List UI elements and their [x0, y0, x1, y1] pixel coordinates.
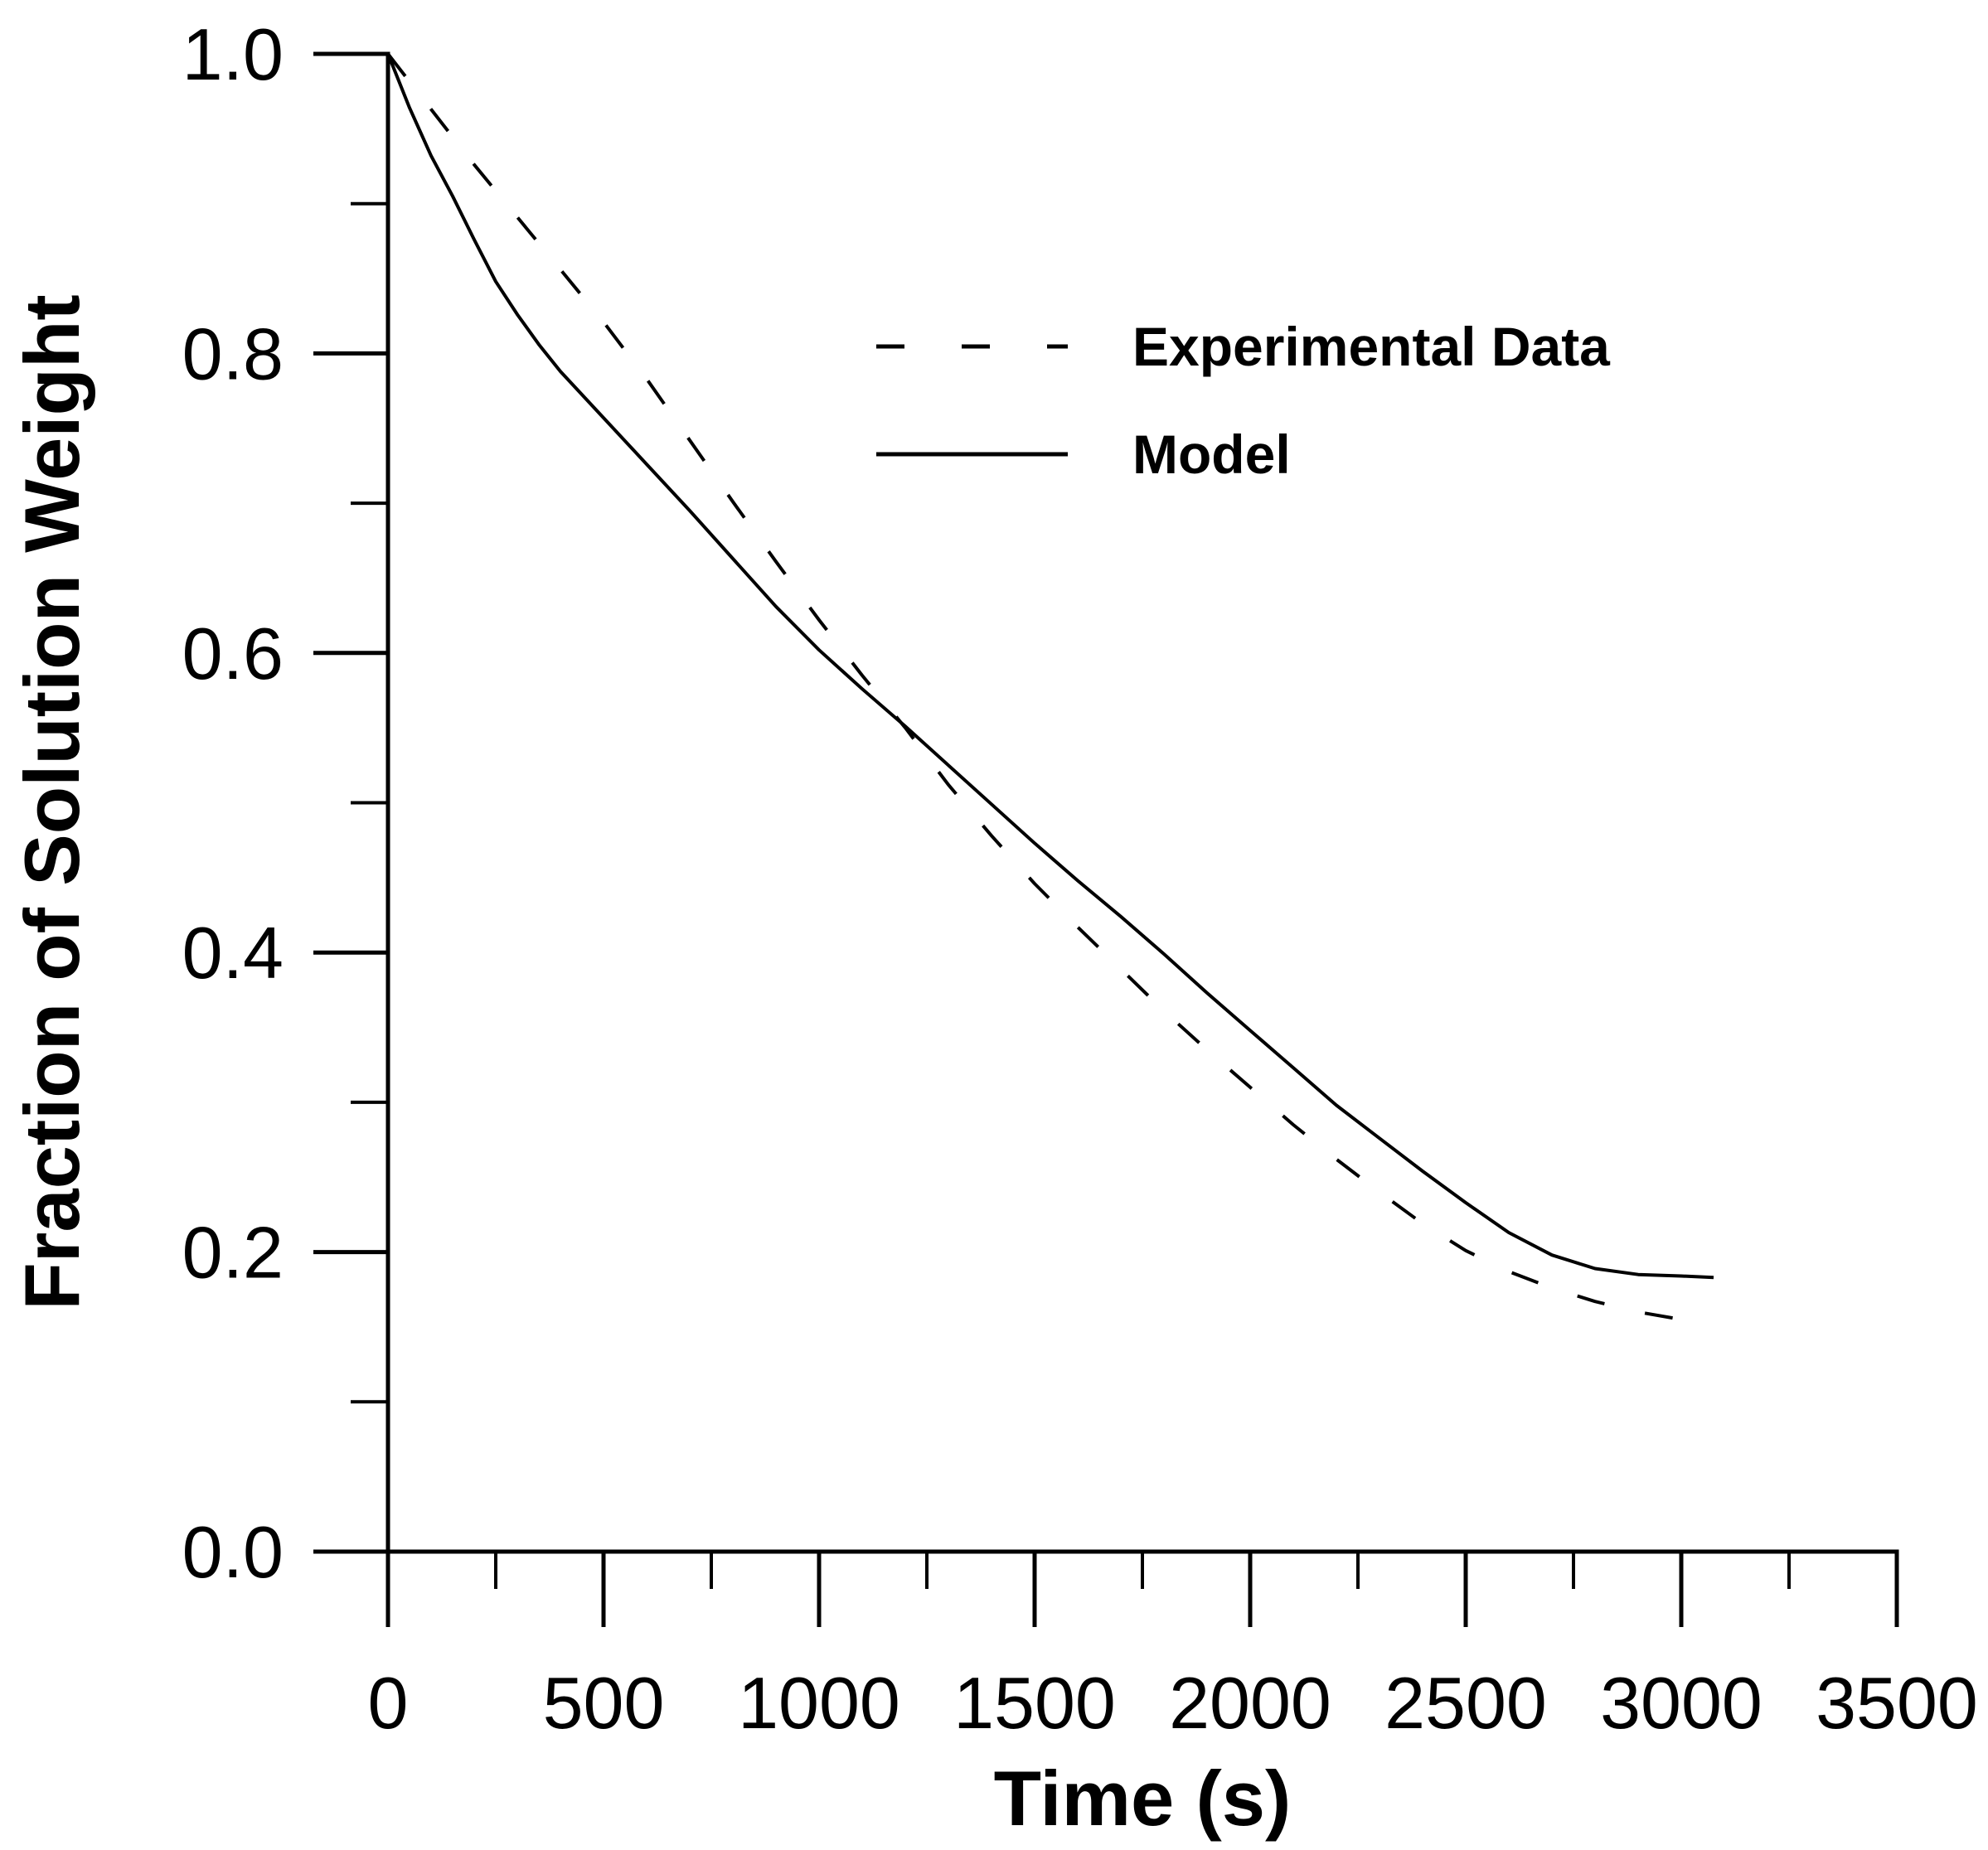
legend-label-model: Model — [1132, 424, 1291, 485]
y-tick-label: 0.0 — [182, 1511, 284, 1593]
x-tick-label: 3500 — [1816, 1662, 1978, 1744]
x-axis-title: Time (s) — [994, 1755, 1292, 1842]
x-tick-label: 2500 — [1384, 1662, 1547, 1744]
y-axis-title: Fraction of Solution Weight — [8, 294, 95, 1310]
y-tick-label: 1.0 — [182, 13, 284, 95]
x-tick-labels: 0 500 1000 1500 2000 2500 3000 3500 — [368, 1662, 1978, 1744]
x-tick-label: 3000 — [1600, 1662, 1763, 1744]
x-tick-label: 1000 — [738, 1662, 900, 1744]
x-tick-label: 500 — [543, 1662, 665, 1744]
y-tick-label: 0.4 — [182, 912, 284, 994]
legend-label-experimental-data: Experimental Data — [1132, 316, 1611, 377]
legend: Experimental Data Model — [876, 316, 1611, 485]
chart-curves — [386, 52, 1714, 1326]
y-tick-label: 0.2 — [182, 1212, 284, 1294]
x-tick-label: 2000 — [1169, 1662, 1331, 1744]
curve-experimental-data — [386, 52, 1714, 1326]
y-tick-label: 0.6 — [182, 613, 284, 695]
x-tick-label: 1500 — [953, 1662, 1116, 1744]
axis-ticks — [313, 51, 1899, 1627]
curve-model — [386, 53, 1714, 1280]
y-tick-labels: 0.0 0.2 0.4 0.6 0.8 1.0 — [182, 13, 284, 1593]
x-tick-label: 0 — [368, 1662, 409, 1744]
y-tick-label: 0.8 — [182, 312, 284, 395]
